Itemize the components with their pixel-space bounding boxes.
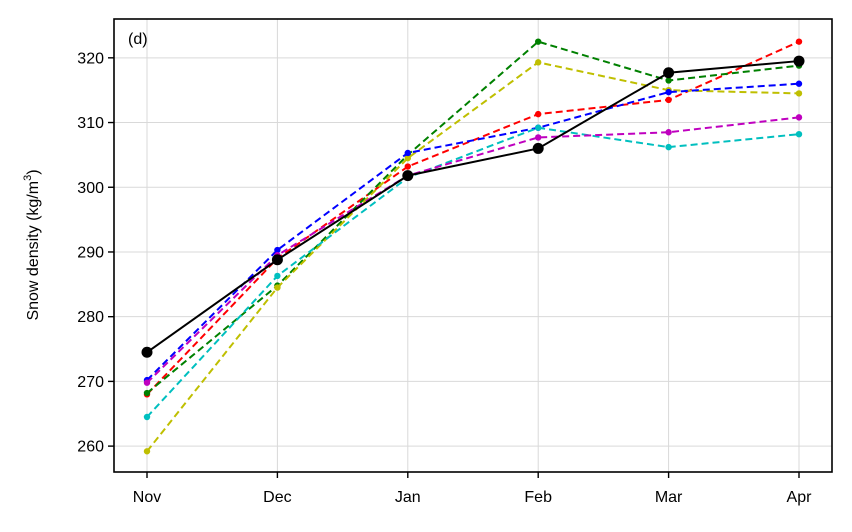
series-line bbox=[146, 61, 800, 452]
data-point bbox=[795, 38, 803, 45]
series-line bbox=[146, 40, 800, 396]
y-tick-label: 260 bbox=[77, 439, 104, 456]
series-0 bbox=[143, 38, 803, 398]
data-point bbox=[535, 134, 542, 141]
data-point bbox=[795, 130, 803, 138]
data-point bbox=[795, 90, 803, 97]
series-1 bbox=[143, 38, 803, 397]
series-line bbox=[146, 40, 800, 394]
y-tick-label: 320 bbox=[77, 50, 104, 67]
panel-label: (d) bbox=[128, 31, 148, 48]
x-tick-label: Apr bbox=[787, 489, 813, 506]
data-point bbox=[795, 80, 803, 87]
grid-lines bbox=[114, 19, 832, 472]
data-point bbox=[404, 149, 411, 157]
data-point bbox=[274, 272, 281, 280]
y-tick-label: 280 bbox=[77, 309, 104, 326]
x-tick-label: Feb bbox=[524, 489, 552, 506]
x-tick-label: Mar bbox=[655, 489, 683, 506]
y-axis-title-sup: 3 bbox=[22, 175, 34, 181]
data-point bbox=[274, 246, 281, 254]
data-point bbox=[274, 284, 281, 291]
x-tick-label: Jan bbox=[395, 489, 421, 506]
y-tick-label: 310 bbox=[77, 115, 104, 132]
data-point bbox=[143, 389, 151, 397]
series-line bbox=[146, 126, 800, 418]
y-axis-title-text: Snow density (kg/m bbox=[25, 181, 42, 321]
x-tick-label: Nov bbox=[133, 489, 161, 506]
series-2 bbox=[143, 59, 803, 455]
data-point bbox=[535, 59, 542, 66]
data-point bbox=[404, 154, 411, 162]
series-4 bbox=[143, 124, 803, 421]
data-point bbox=[143, 448, 151, 455]
data-point bbox=[663, 67, 675, 79]
data-point bbox=[141, 346, 153, 358]
x-tick-label: Dec bbox=[263, 489, 291, 506]
axis-ticks: Nov Dec Jan Feb Mar Apr 260 270 280 290 300 310 320 bbox=[77, 50, 812, 506]
data-point bbox=[665, 96, 672, 104]
data-point bbox=[665, 143, 672, 151]
series-line bbox=[146, 82, 800, 381]
data-point bbox=[795, 114, 803, 121]
data-point bbox=[535, 110, 542, 118]
y-tick-label: 290 bbox=[77, 244, 104, 261]
data-point bbox=[402, 170, 414, 182]
series-5 bbox=[143, 114, 803, 386]
data-point bbox=[143, 379, 151, 386]
y-tick-label: 270 bbox=[77, 374, 104, 391]
data-point bbox=[532, 142, 544, 154]
data-point bbox=[271, 254, 283, 266]
y-axis-title: Snow density (kg/m3) bbox=[22, 169, 42, 320]
data-point bbox=[665, 77, 672, 84]
series-line bbox=[146, 116, 800, 384]
series-3 bbox=[143, 80, 803, 384]
series-layer bbox=[141, 38, 805, 455]
data-point bbox=[665, 129, 672, 136]
y-axis-title-close: ) bbox=[25, 169, 42, 174]
data-point bbox=[665, 88, 672, 96]
plot-frame bbox=[113, 18, 833, 473]
data-point bbox=[535, 38, 542, 45]
data-point bbox=[143, 413, 151, 421]
y-tick-label: 300 bbox=[77, 180, 104, 197]
series-6 bbox=[141, 55, 805, 358]
data-point bbox=[404, 163, 411, 170]
data-point bbox=[535, 124, 542, 131]
data-point bbox=[793, 55, 805, 67]
series-line bbox=[146, 60, 800, 354]
